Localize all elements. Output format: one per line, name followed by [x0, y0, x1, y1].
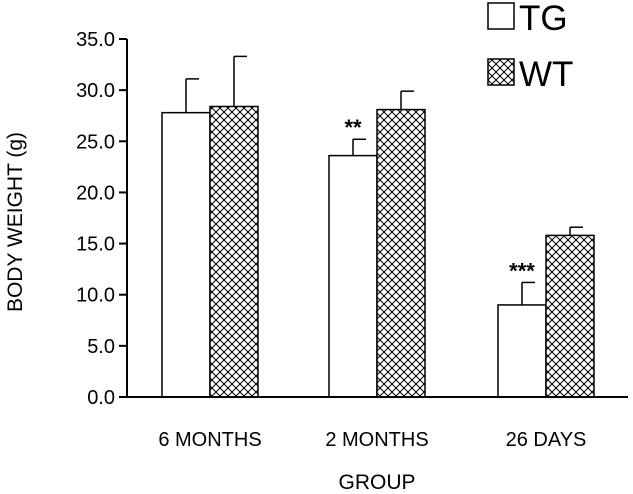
y-tick-label: 25.0	[76, 131, 115, 153]
y-tick-label: 10.0	[76, 285, 115, 307]
y-tick-label: 30.0	[76, 80, 115, 102]
legend-swatch-tg	[487, 2, 515, 30]
bar-wt-1	[376, 108, 426, 398]
legend: TG WT	[487, 0, 573, 94]
bar-tg-0	[161, 111, 211, 398]
y-axis-ticks: 0.0 5.0 10.0 15.0 20.0 25.0 30.0 35.0	[76, 29, 127, 409]
bar-wt-0	[209, 105, 259, 398]
y-tick-label: 0.0	[87, 387, 115, 409]
annotations-group: *****	[344, 115, 535, 283]
y-axis-title: BODY WEIGHT (g)	[4, 132, 27, 312]
legend-swatch-wt	[487, 58, 515, 86]
legend-label-wt: WT	[519, 55, 573, 94]
significance-label: **	[344, 115, 362, 140]
bar-tg-1	[328, 154, 378, 398]
significance-label: ***	[509, 258, 535, 283]
bar-tg-2	[497, 304, 547, 398]
y-tick-label: 15.0	[76, 234, 115, 256]
y-tick-label: 20.0	[76, 182, 115, 204]
y-tick-label: 5.0	[87, 336, 115, 358]
x-category-label: 26 DAYS	[506, 429, 587, 451]
y-tick-label: 35.0	[76, 29, 115, 51]
x-axis-categories: 6 MONTHS 2 MONTHS 26 DAYS	[158, 429, 586, 451]
error-bars-group	[185, 55, 583, 305]
legend-label-tg: TG	[519, 0, 568, 38]
x-axis-title: GROUP	[338, 471, 415, 494]
x-category-label: 6 MONTHS	[158, 429, 261, 451]
x-category-label: 2 MONTHS	[325, 429, 428, 451]
bars-group	[161, 105, 595, 398]
bar-wt-2	[545, 234, 595, 398]
